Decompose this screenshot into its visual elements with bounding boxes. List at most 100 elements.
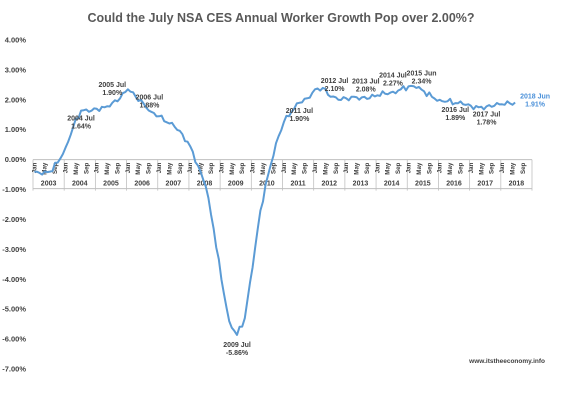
y-tick-label: 0.00% [5, 155, 27, 164]
month-tick-label: Jan [62, 162, 69, 173]
year-label: 2010 [259, 181, 275, 188]
annotation-label: 2014 Jul [379, 73, 407, 80]
month-tick-label: May [447, 162, 454, 175]
month-tick-label: May [198, 162, 205, 175]
month-tick-label: Sep [333, 162, 340, 174]
year-label: 2016 [446, 181, 462, 188]
month-tick-label: Jan [218, 162, 225, 173]
month-tick-label: May [135, 162, 142, 175]
annotation-value: 2.08% [356, 86, 377, 93]
source-credit: www.itstheeconomy.info [468, 358, 545, 365]
annotation-value: 2.34% [412, 79, 433, 86]
annotation-value: 1.89% [445, 115, 466, 122]
y-tick-label: -2.00% [2, 215, 26, 224]
month-tick-label: May [322, 162, 329, 175]
annotation-label: 2012 Jul [321, 78, 349, 85]
month-tick-label: May [510, 162, 517, 175]
year-label: 2005 [103, 181, 119, 188]
annotation-value: 2.10% [325, 86, 346, 93]
series-line-group [34, 84, 516, 336]
annotation-label: 2005 Jul [98, 82, 126, 89]
year-label: 2009 [228, 181, 244, 188]
year-label: 2007 [166, 181, 182, 188]
series-line [34, 84, 516, 336]
year-label: 2017 [477, 181, 493, 188]
month-tick-label: May [260, 162, 267, 175]
month-tick-label: Jan [312, 162, 319, 173]
month-tick-label: Sep [458, 162, 465, 174]
month-tick-label: Sep [146, 162, 153, 174]
annotation-label: 2018 Jun [520, 94, 550, 101]
annotation-value: 2.27% [383, 81, 404, 88]
y-tick-label: 1.00% [5, 125, 27, 134]
y-tick-label: 2.00% [5, 95, 27, 104]
year-label: 2012 [321, 181, 337, 188]
month-tick-label: Sep [239, 162, 246, 174]
month-tick-label: Sep [489, 162, 496, 174]
year-label: 2014 [384, 181, 400, 188]
month-tick-label: May [73, 162, 80, 175]
annotation-label: 2009 Jul [223, 342, 251, 349]
annotation-label: 2016 Jul [442, 107, 470, 114]
y-tick-label: 4.00% [5, 36, 27, 45]
year-label: 2003 [41, 181, 57, 188]
month-tick-label: Sep [52, 162, 59, 174]
month-tick-label: Sep [302, 162, 309, 174]
month-tick-label: Sep [83, 162, 90, 174]
month-tick-label: Sep [208, 162, 215, 174]
y-tick-label: -3.00% [2, 245, 26, 254]
month-tick-label: Jan [468, 162, 475, 173]
month-tick-label: Sep [177, 162, 184, 174]
month-tick-label: Sep [114, 162, 121, 174]
annotation-label: 2017 Jul [473, 111, 501, 118]
month-tick-label: Jan [94, 162, 101, 173]
year-label: 2004 [72, 181, 88, 188]
month-tick-label: May [166, 162, 173, 175]
month-tick-label: May [354, 162, 361, 175]
month-tick-label: Sep [520, 162, 527, 174]
month-tick-label: May [42, 162, 49, 175]
year-label: 2015 [415, 181, 431, 188]
month-tick-label: Jan [250, 162, 257, 173]
annotation-label: 2013 Jul [352, 78, 380, 85]
month-tick-label: May [416, 162, 423, 175]
month-tick-label: May [104, 162, 111, 175]
annotation-value: 1.88% [140, 102, 161, 109]
month-tick-label: Jan [125, 162, 132, 173]
month-tick-label: Jan [343, 162, 350, 173]
year-label: 2006 [134, 181, 150, 188]
y-tick-label: -4.00% [2, 275, 26, 284]
annotation-value: 1.91% [525, 102, 546, 109]
annotation-label: 2004 Jul [67, 116, 95, 123]
y-tick-label: -7.00% [2, 365, 26, 374]
month-tick-label: Jan [31, 162, 38, 173]
month-tick-label: Jan [499, 162, 506, 173]
y-tick-label: -1.00% [2, 185, 26, 194]
axes: 4.00% 3.00% 2.00% 1.00% 0.00% -1.00% -2.00% -3.… [2, 36, 533, 374]
y-tick-label: 3.00% [5, 65, 27, 74]
month-tick-label: Sep [270, 162, 277, 174]
annotation-value: -5.86% [226, 350, 249, 357]
annotation-value: 1.90% [289, 116, 310, 123]
y-tick-label: -5.00% [2, 305, 26, 314]
annotation-value: 1.64% [71, 124, 92, 131]
month-tick-label: Jan [187, 162, 194, 173]
annotation-label: 2006 Jul [136, 94, 164, 101]
month-tick-label: Jan [406, 162, 413, 173]
year-label: 2018 [509, 181, 525, 188]
month-tick-label: May [291, 162, 298, 175]
year-label: 2013 [353, 181, 369, 188]
month-tick-label: Sep [395, 162, 402, 174]
month-tick-label: Jan [156, 162, 163, 173]
annotation-label: 2015 Jun [407, 71, 437, 78]
chart-title: Could the July NSA CES Annual Worker Gro… [87, 11, 474, 25]
y-tick-label: -6.00% [2, 335, 26, 344]
month-tick-label: May [229, 162, 236, 175]
month-tick-label: Sep [426, 162, 433, 174]
annotation-value: 1.90% [102, 90, 123, 97]
month-tick-label: Sep [364, 162, 371, 174]
year-label: 2011 [291, 181, 306, 188]
